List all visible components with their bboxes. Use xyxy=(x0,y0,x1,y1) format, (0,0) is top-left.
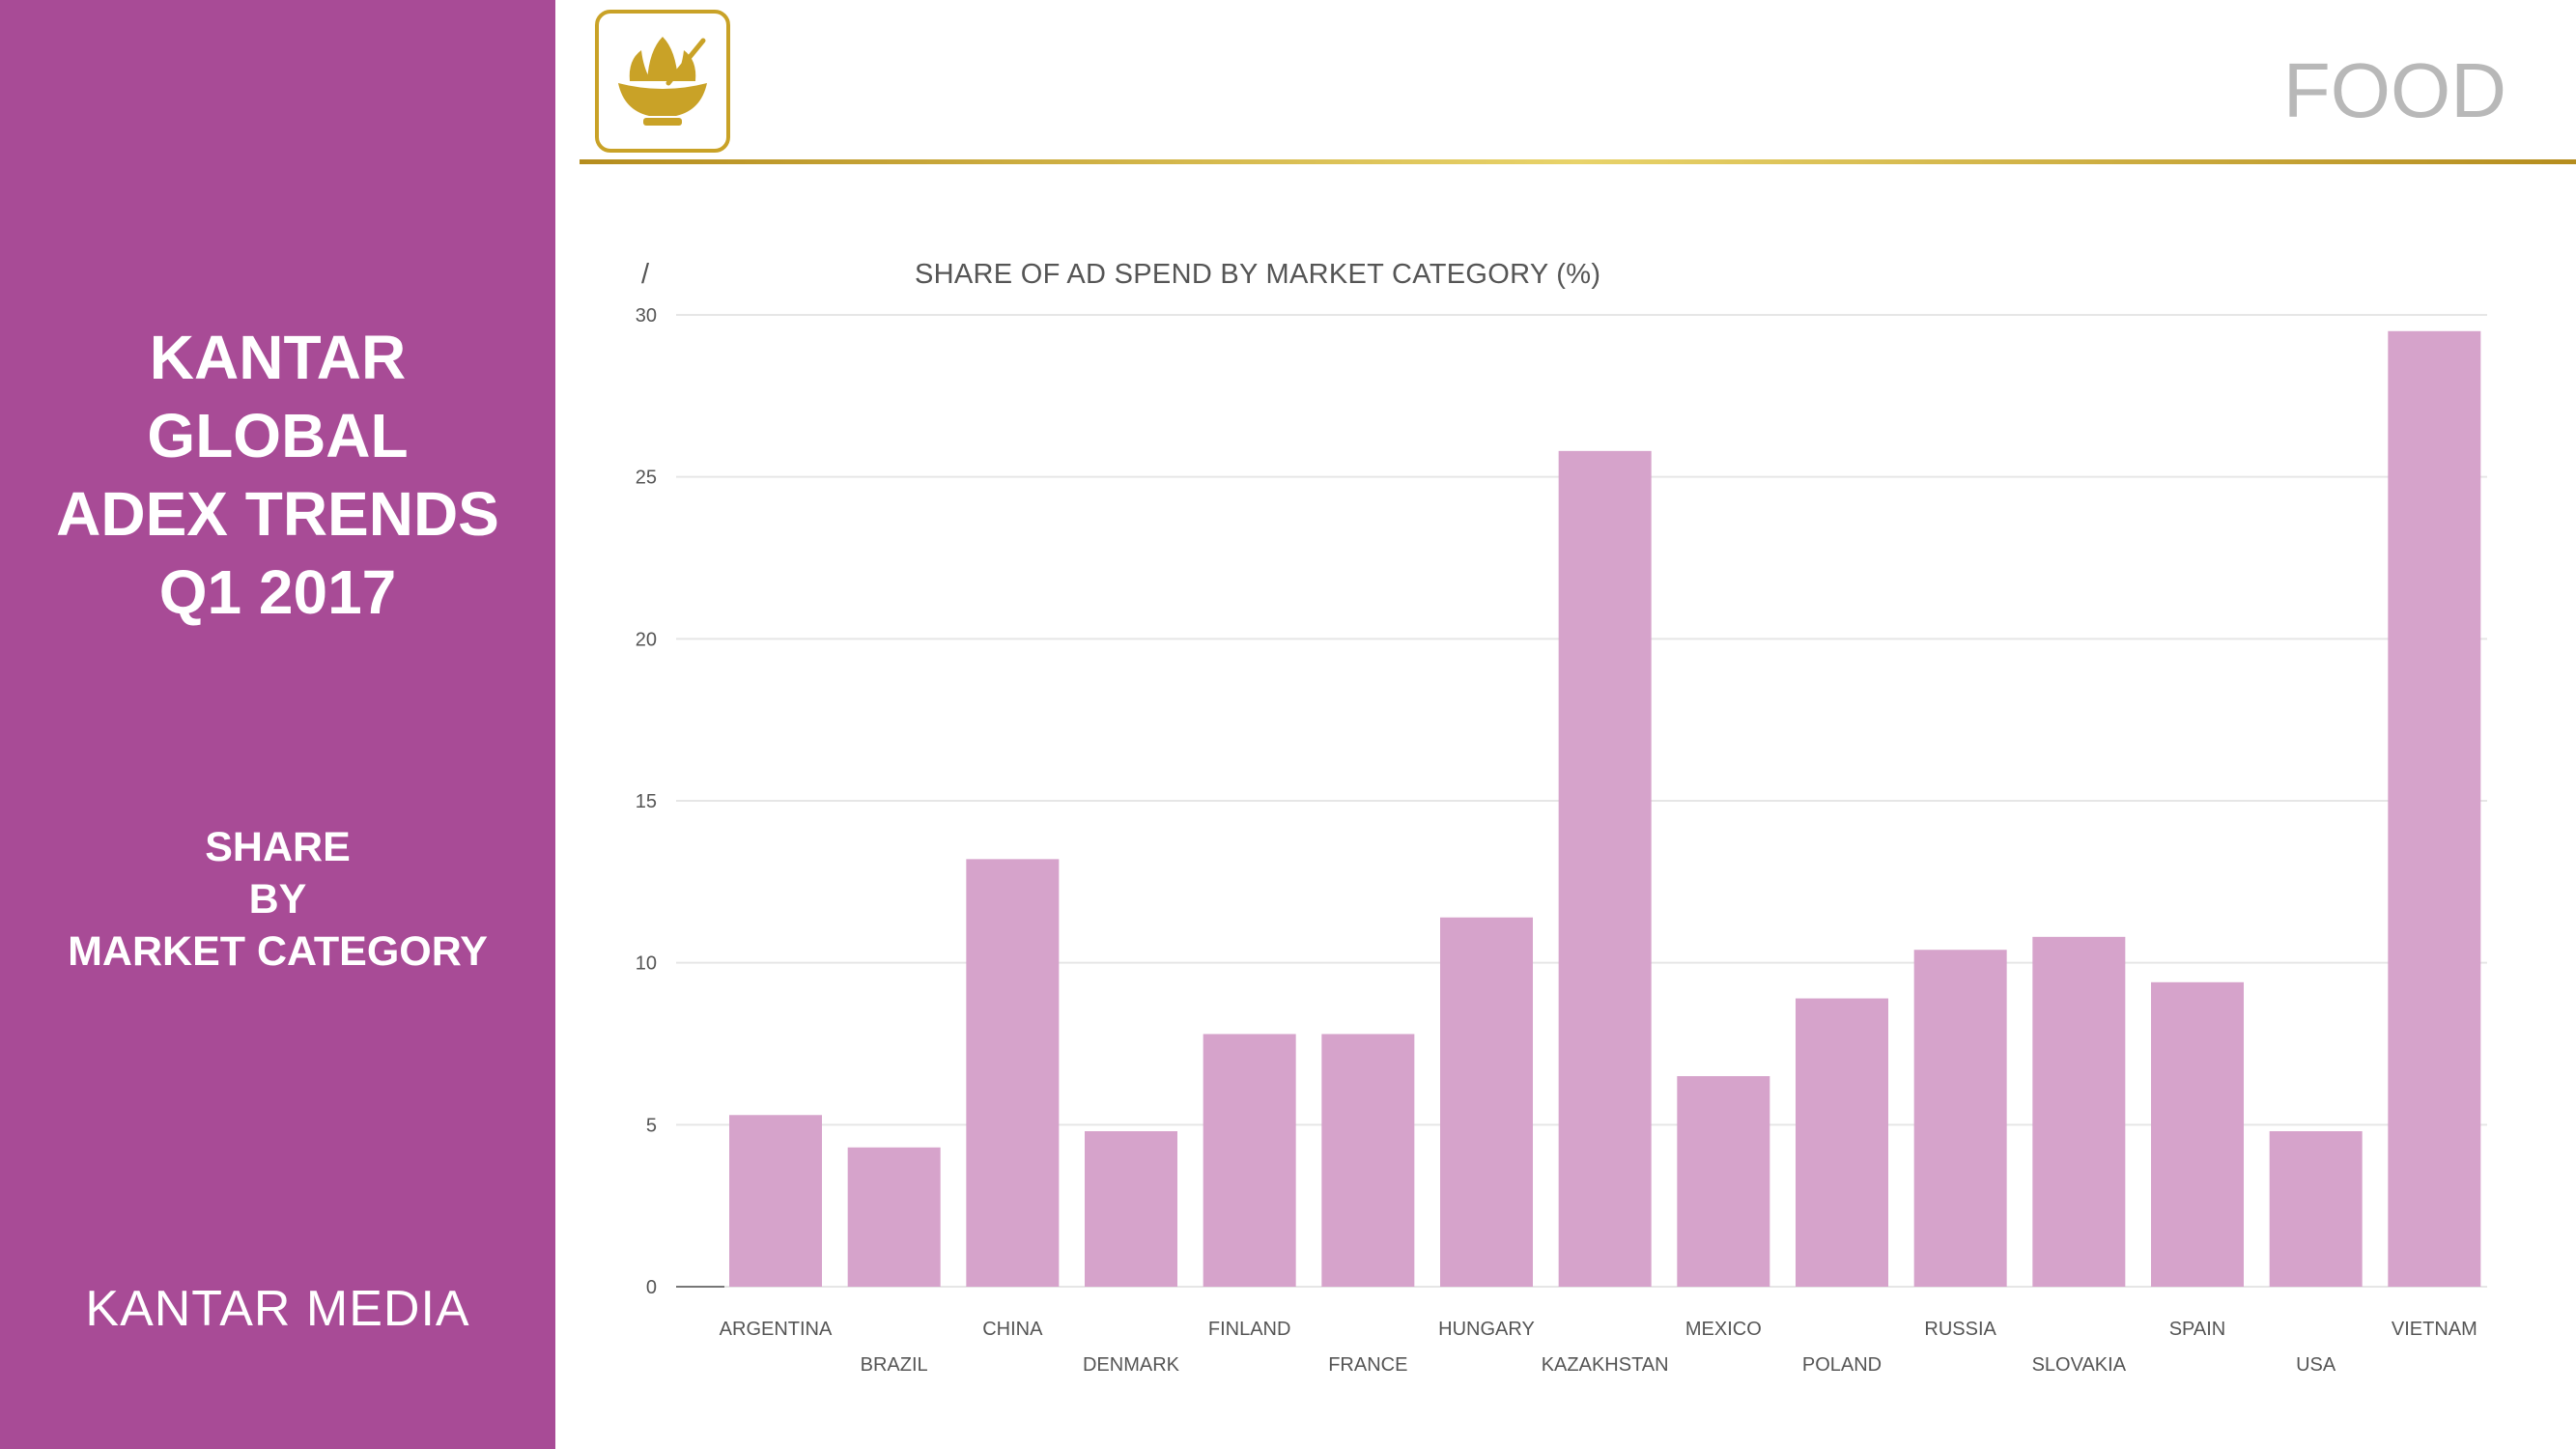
x-tick-label: POLAND xyxy=(1802,1354,1882,1376)
bar xyxy=(2032,936,2126,1287)
x-tick-label: SPAIN xyxy=(2169,1319,2226,1340)
x-tick-label: HUNGARY xyxy=(1438,1319,1535,1340)
x-tick-label: VIETNAM xyxy=(2392,1319,2477,1340)
x-tick-label: DENMARK xyxy=(1083,1354,1180,1376)
bar xyxy=(2151,981,2244,1287)
bar xyxy=(729,1115,822,1287)
y-tick-label: 5 xyxy=(646,1115,657,1136)
bar xyxy=(1677,1076,1770,1287)
chart-title: SHARE OF AD SPEND BY MARKET CATEGORY (%) xyxy=(915,259,1601,290)
x-tick-label: USA xyxy=(2296,1354,2336,1376)
bar xyxy=(2388,330,2481,1287)
bar xyxy=(1321,1034,1415,1287)
bar xyxy=(1085,1131,1177,1287)
x-tick-label: BRAZIL xyxy=(861,1354,928,1376)
bar xyxy=(1558,450,1652,1288)
x-tick-label: KAZAKHSTAN xyxy=(1542,1354,1669,1376)
x-tick-label: RUSSIA xyxy=(1924,1319,1996,1340)
y-tick-label: 30 xyxy=(636,305,657,327)
x-tick-label: CHINA xyxy=(982,1319,1043,1340)
subtitle-line: MARKET CATEGORY xyxy=(68,928,488,975)
report-title-line: GLOBAL xyxy=(147,401,409,470)
subtitle-line: SHARE xyxy=(205,824,351,870)
bar xyxy=(966,859,1060,1287)
section-subtitle: SHARE BY MARKET CATEGORY xyxy=(0,821,555,978)
y-tick-label: 0 xyxy=(646,1277,657,1298)
x-tick-label: SLOVAKIA xyxy=(2032,1354,2127,1376)
brand-logo: KANTAR MEDIA xyxy=(85,1281,470,1337)
y-tick-label: 25 xyxy=(636,468,657,489)
bar xyxy=(2269,1131,2363,1287)
chart-corner-mark: / xyxy=(641,259,650,290)
x-tick-label: MEXICO xyxy=(1685,1319,1762,1340)
header-divider xyxy=(580,159,2576,164)
bar xyxy=(1203,1034,1296,1287)
bar xyxy=(847,1147,941,1287)
sidebar: KANTAR GLOBAL ADEX TRENDS Q1 2017 SHARE … xyxy=(0,0,555,1449)
x-tick-label: FRANCE xyxy=(1328,1354,1407,1376)
y-tick-label: 20 xyxy=(636,629,657,650)
x-tick-label: ARGENTINA xyxy=(720,1319,833,1340)
category-title: FOOD xyxy=(2282,47,2506,133)
bar xyxy=(1440,917,1533,1287)
report-title-line: KANTAR xyxy=(149,323,407,392)
bar xyxy=(1796,998,1888,1287)
subtitle-line: BY xyxy=(248,876,307,923)
y-tick-label: 10 xyxy=(636,953,657,975)
report-title-line: Q1 2017 xyxy=(158,557,397,627)
y-tick-label: 15 xyxy=(636,791,657,812)
x-tick-label: FINLAND xyxy=(1208,1319,1291,1340)
report-title: KANTAR GLOBAL ADEX TRENDS Q1 2017 xyxy=(0,319,555,632)
food-bowl-icon xyxy=(595,10,730,153)
report-title-line: ADEX TRENDS xyxy=(56,479,499,549)
bar xyxy=(1913,950,2007,1287)
bar-chart: 0 5 10 15 20 25 30 ARGENTINA BRAZIL CHINA DENMARK F… xyxy=(636,305,2487,1376)
